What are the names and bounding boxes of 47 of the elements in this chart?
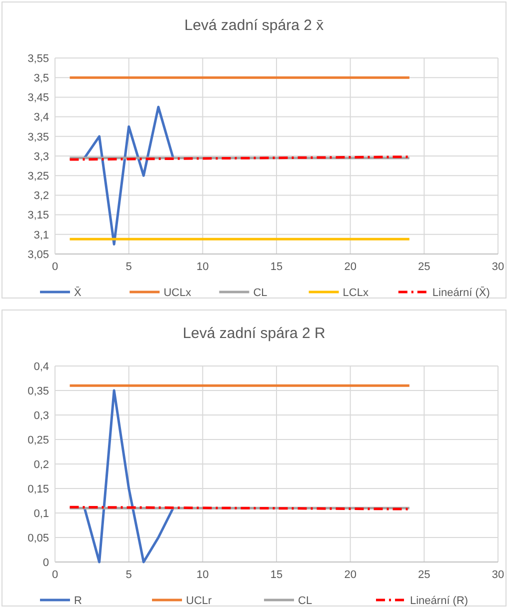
y-tick-label: 3,15 xyxy=(28,210,49,222)
y-tick-label: 0,25 xyxy=(28,434,49,446)
x-tick-label: 30 xyxy=(492,569,504,581)
legend-label: CL xyxy=(253,286,268,299)
x-tick-label: 5 xyxy=(126,261,132,273)
chart-title: Levá zadní spára 2 R xyxy=(182,325,326,342)
y-tick-label: 3,45 xyxy=(28,92,49,104)
legend-label: LCLx xyxy=(342,286,369,299)
x-tick-label: 25 xyxy=(418,261,430,273)
x-tick-label: 5 xyxy=(126,569,132,581)
legend-label: CL xyxy=(298,594,312,607)
line-series xyxy=(83,106,174,246)
legend-label: X̄ xyxy=(74,286,82,299)
x-tick-label: 20 xyxy=(344,261,356,273)
line-series xyxy=(83,389,174,564)
y-tick-label: 3,3 xyxy=(34,150,49,163)
y-tick-label: 3,35 xyxy=(28,131,49,144)
x-tick-label: 15 xyxy=(270,569,283,581)
y-tick-label: 0,3 xyxy=(34,410,49,422)
y-tick-label: 3,2 xyxy=(34,190,49,202)
y-tick-label: 0,35 xyxy=(28,385,49,398)
x-tick-label: 0 xyxy=(52,569,58,581)
x-tick-label: 10 xyxy=(196,261,209,273)
x-tick-label: 25 xyxy=(418,569,430,581)
y-tick-label: 0,4 xyxy=(34,360,49,373)
legend-label: Lineární (R) xyxy=(410,594,468,607)
y-tick-label: 0,1 xyxy=(34,508,49,520)
y-tick-label: 3,05 xyxy=(28,248,49,261)
y-tick-label: 0,15 xyxy=(28,483,49,496)
legend-label: UCLx xyxy=(164,286,192,299)
y-tick-label: 0 xyxy=(42,556,49,569)
y-tick-label: 0,2 xyxy=(34,458,49,471)
x-tick-label: 15 xyxy=(270,261,283,273)
x-tick-label: 30 xyxy=(492,261,504,273)
x-tick-label: 10 xyxy=(196,569,209,581)
legend-label: UCLr xyxy=(186,594,212,607)
y-tick-label: 3,5 xyxy=(34,72,49,84)
y-tick-label: 3,25 xyxy=(28,170,49,182)
y-tick-label: 3,55 xyxy=(28,52,49,65)
y-tick-label: 3,1 xyxy=(34,229,49,242)
chart-title: Levá zadní spára 2 x̄ xyxy=(184,17,324,34)
y-tick-label: 3,4 xyxy=(34,112,49,124)
legend-label: Lineární (X̄) xyxy=(432,286,490,299)
x-tick-label: 0 xyxy=(52,261,58,273)
x-tick-label: 20 xyxy=(344,569,356,581)
legend-label: R xyxy=(74,594,82,607)
y-tick-label: 0,05 xyxy=(28,532,49,544)
